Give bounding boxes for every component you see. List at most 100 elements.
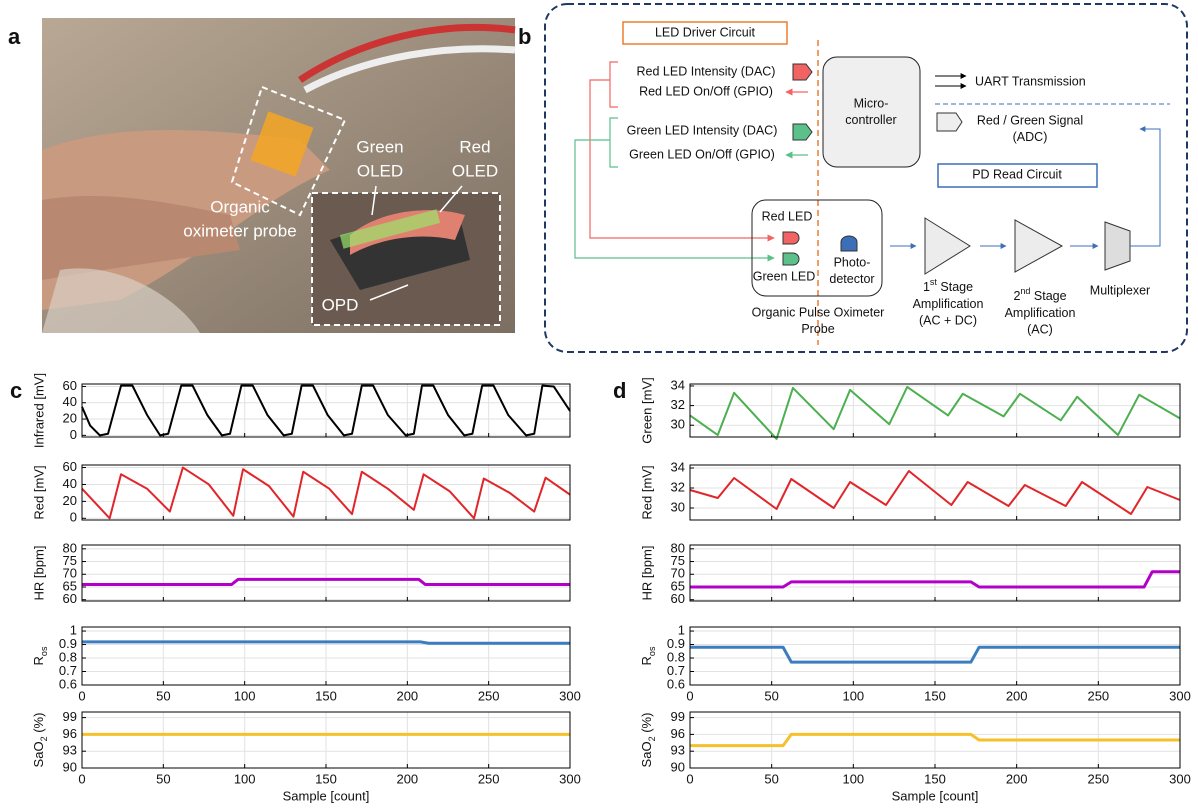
x-axis-label: Sample [count] — [283, 788, 370, 803]
y-tick-label: 0.9 — [59, 636, 77, 651]
panel-label: a — [8, 24, 21, 49]
data-line — [82, 577, 570, 586]
x-tick-label: 0 — [686, 688, 693, 703]
y-tick-label: 93 — [671, 743, 685, 758]
x-tick-label: 150 — [924, 771, 946, 786]
diagram-label: Probe — [801, 322, 834, 336]
x-tick-label: 0 — [78, 688, 85, 703]
y-tick-label: 65 — [63, 578, 77, 593]
diagram-label: 1st Stage — [923, 277, 973, 294]
y-axis-label: HR [bpm] — [639, 546, 654, 601]
diagram-label: UART Transmission — [975, 74, 1086, 88]
y-axis-label: Infrared [mV] — [31, 373, 46, 448]
diagram-label: Amplification — [913, 297, 984, 311]
y-tick-label: 30 — [671, 499, 685, 514]
diagram-label: Multiplexer — [1090, 283, 1150, 297]
diagram-label: Micro- — [854, 96, 889, 110]
x-tick-label: 50 — [764, 771, 778, 786]
y-tick-label: 34 — [671, 377, 685, 392]
text-segment: 2 — [1013, 289, 1020, 303]
diagram-label: Green LED Intensity (DAC) — [627, 123, 778, 137]
y-tick-label: 34 — [671, 459, 685, 474]
x-tick-label: 100 — [234, 688, 256, 703]
y-tick-label: 75 — [63, 553, 77, 568]
axes-box — [689, 544, 1181, 602]
diagram-label: PD Read Circuit — [972, 167, 1062, 181]
photo — [42, 18, 516, 333]
y-tick-label: 0.7 — [59, 663, 77, 678]
diagram-label: Red LED Intensity (DAC) — [637, 64, 776, 78]
x-tick-label: 200 — [1006, 688, 1028, 703]
y-tick-label: 0.8 — [667, 649, 685, 664]
y-tick-label: 70 — [63, 566, 77, 581]
photo-label: Organic — [210, 197, 270, 216]
x-tick-label: 0 — [78, 771, 85, 786]
data-line — [689, 470, 1181, 515]
text-segment: os — [647, 646, 657, 656]
y-tick-label: 75 — [671, 553, 685, 568]
y-tick-label: 70 — [671, 566, 685, 581]
y-tick-label: 32 — [671, 479, 685, 494]
data-line — [690, 570, 1180, 589]
y-tick-label: 96 — [63, 726, 77, 741]
diagram-label: (AC) — [1027, 322, 1053, 336]
y-axis-label: SaO2 (%) — [639, 713, 657, 768]
y-tick-label: 60 — [63, 378, 77, 393]
text-segment: (%) — [639, 713, 654, 737]
text-segment: SaO — [639, 741, 654, 767]
x-tick-label: 250 — [478, 688, 500, 703]
data-line — [82, 640, 570, 645]
diagram-label: (ADC) — [1013, 130, 1048, 144]
y-tick-label: 32 — [671, 397, 685, 412]
y-tick-label: 0.6 — [59, 676, 77, 691]
text-segment: SaO — [31, 741, 46, 767]
diagram — [544, 3, 1188, 353]
data-line — [81, 384, 571, 437]
text-segment: Stage — [1030, 289, 1066, 303]
y-axis-label: SaO2 (%) — [31, 713, 49, 768]
data-line — [690, 732, 1180, 748]
y-tick-label: 90 — [671, 759, 685, 774]
y-tick-label: 0.8 — [59, 649, 77, 664]
x-tick-label: 50 — [156, 688, 170, 703]
x-tick-label: 250 — [1087, 688, 1109, 703]
diagram-label: (AC + DC) — [919, 313, 977, 327]
x-tick-label: 300 — [1169, 688, 1191, 703]
x-tick-label: 200 — [396, 771, 418, 786]
axes-box — [81, 383, 571, 438]
x-tick-label: 50 — [764, 688, 778, 703]
y-tick-label: 60 — [63, 459, 77, 474]
y-tick-label: 20 — [63, 410, 77, 425]
y-tick-label: 60 — [671, 591, 685, 606]
y-tick-label: 93 — [63, 743, 77, 758]
x-tick-label: 150 — [924, 688, 946, 703]
text-segment: R — [31, 656, 46, 665]
x-tick-label: 150 — [315, 771, 337, 786]
photo-label: oximeter probe — [183, 221, 296, 240]
y-tick-label: 20 — [63, 493, 77, 508]
diagram-label: Red LED — [762, 209, 813, 223]
diagram-label: detector — [829, 272, 874, 286]
x-tick-label: 200 — [1006, 771, 1028, 786]
x-tick-label: 300 — [559, 688, 581, 703]
diagram-label: 2nd Stage — [1013, 286, 1066, 303]
diagram-label: Green LED On/Off (GPIO) — [629, 147, 775, 161]
photo-label: Green — [356, 137, 403, 156]
y-tick-label: 1 — [70, 622, 77, 637]
y-tick-label: 80 — [671, 540, 685, 555]
diagram-label: controller — [845, 113, 896, 127]
y-tick-label: 0.7 — [667, 663, 685, 678]
photo-label: Red — [459, 137, 490, 156]
diagram-label: Amplification — [1005, 306, 1076, 320]
panel-label: b — [518, 24, 531, 49]
y-tick-label: 99 — [671, 709, 685, 724]
axes-box — [689, 464, 1181, 521]
panel-label: d — [613, 378, 626, 403]
y-tick-label: 30 — [671, 417, 685, 432]
y-tick-label: 90 — [63, 759, 77, 774]
y-tick-label: 0 — [70, 427, 77, 442]
text-segment: R — [639, 656, 654, 665]
y-tick-label: 0.6 — [667, 676, 685, 691]
data-line — [689, 385, 1181, 440]
x-tick-label: 300 — [1169, 771, 1191, 786]
